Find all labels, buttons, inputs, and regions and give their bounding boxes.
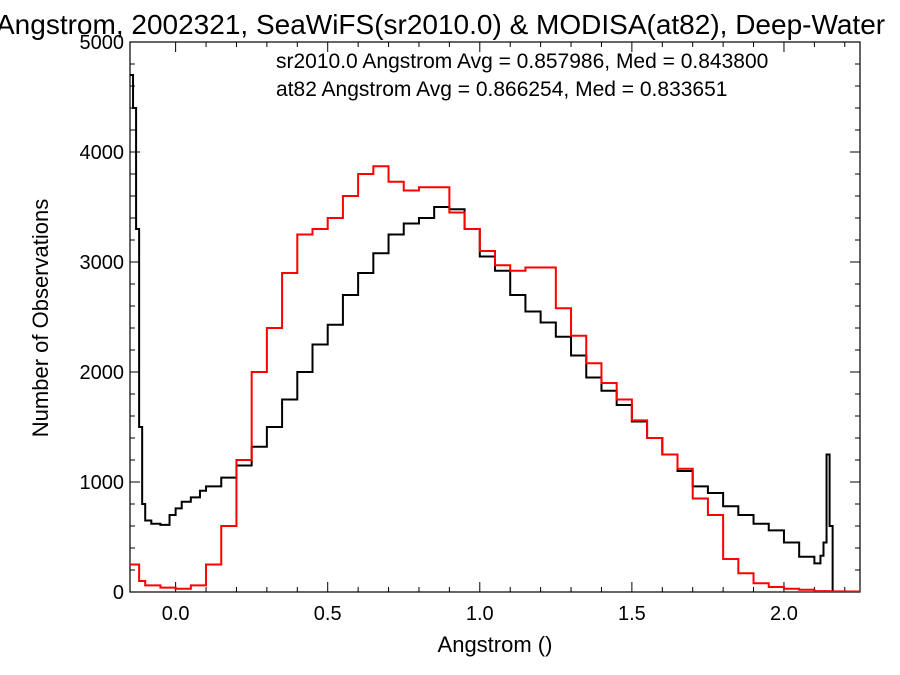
series-group — [130, 74, 860, 592]
x-tick-label: 0.0 — [162, 603, 190, 625]
y-tick-label: 1000 — [80, 472, 125, 494]
x-axis-ticks: 0.0 0.5 1.0 1.5 2.0 — [162, 42, 846, 625]
x-axis-label: Angstrom () — [438, 632, 553, 657]
x-tick-label: 1.0 — [466, 603, 494, 625]
plot-area — [129, 41, 861, 593]
chart-title: Angstrom, 2002321, SeaWiFS(sr2010.0) & M… — [0, 9, 885, 40]
y-tick-label: 5000 — [80, 32, 125, 54]
annotation-sr2010: sr2010.0 Angstrom Avg = 0.857986, Med = … — [276, 50, 768, 73]
x-tick-label: 2.0 — [770, 603, 798, 625]
annotation-at82: at82 Angstrom Avg = 0.866254, Med = 0.83… — [276, 78, 727, 101]
plot-frame — [129, 41, 861, 593]
series-line-1 — [130, 165, 860, 592]
y-tick-label: 2000 — [80, 362, 125, 384]
x-tick-label: 0.5 — [314, 603, 342, 625]
x-tick-label: 1.5 — [618, 603, 646, 625]
y-axis-label: Number of Observations — [28, 199, 53, 437]
y-tick-label: 3000 — [80, 252, 125, 274]
y-tick-label: 0 — [113, 582, 124, 604]
y-tick-label: 4000 — [80, 142, 125, 164]
y-axis-ticks: 0 1000 2000 3000 4000 5000 — [80, 32, 860, 604]
